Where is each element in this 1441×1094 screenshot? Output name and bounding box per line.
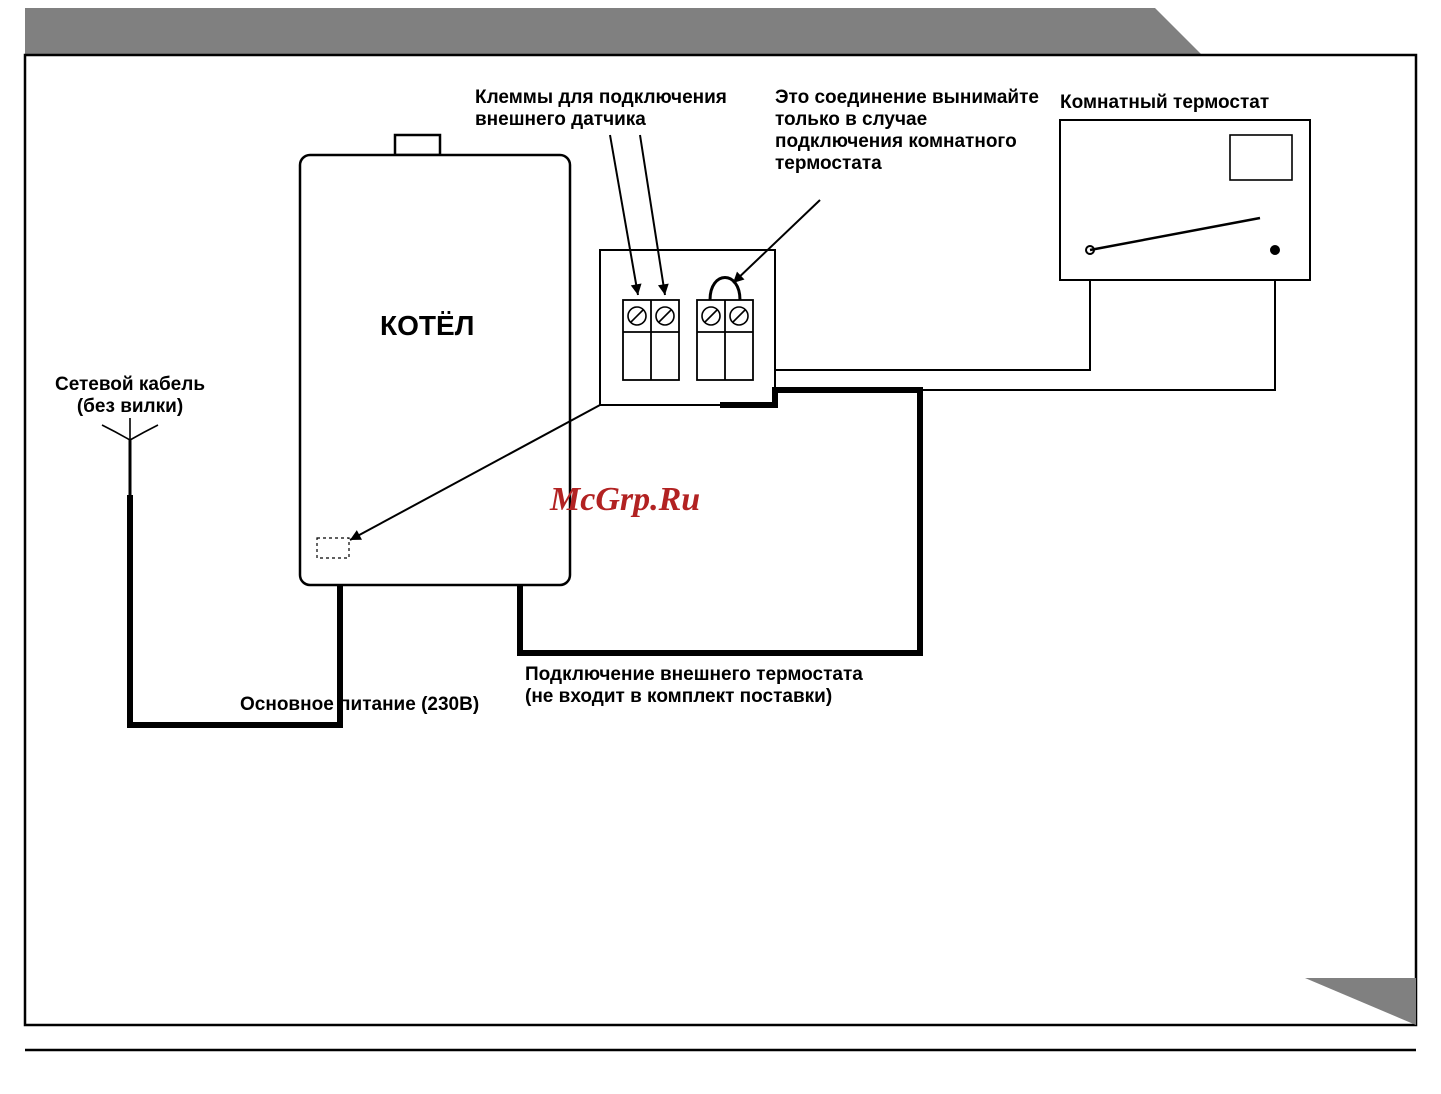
svg-text:(не входит в комплект поставки: (не входит в комплект поставки) (525, 686, 832, 707)
label-mains-power: Основное питание (230В) (240, 694, 479, 715)
watermark: McGrp.Ru (549, 481, 700, 518)
arrow-disconnect (733, 200, 820, 283)
thermostat-screen (1230, 135, 1292, 180)
svg-text:(без вилки): (без вилки) (77, 396, 183, 417)
label-disconnect: Это соединение вынимайте (775, 87, 1039, 108)
wire-thermostat-left (775, 280, 1090, 370)
footer-slant (1305, 978, 1416, 1025)
label-thermostat: Комнатный термостат (1060, 92, 1269, 113)
header-bar-slant (1155, 8, 1202, 55)
svg-text:внешнего датчика: внешнего датчика (475, 109, 646, 130)
mains-cable-strand-0 (102, 425, 130, 440)
svg-text:только в случае: только в случае (775, 109, 927, 130)
mains-cable-strand-2 (130, 425, 158, 440)
thermostat-contact-right (1270, 245, 1280, 255)
header-bar (25, 8, 1155, 55)
boiler-body (300, 155, 570, 585)
label-ext-thermostat: Подключение внешнего термостата (525, 664, 863, 685)
svg-text:термостата: термостата (775, 153, 882, 174)
svg-text:подключения комнатного: подключения комнатного (775, 131, 1017, 152)
wire-thermostat-right (920, 280, 1275, 390)
label-mains-cable: Сетевой кабель (55, 374, 205, 395)
label-boiler: КОТЁЛ (380, 310, 474, 341)
boiler-flue (395, 135, 440, 155)
label-terminals: Клеммы для подключения (475, 87, 727, 108)
wire-external-thermostat (520, 390, 920, 653)
